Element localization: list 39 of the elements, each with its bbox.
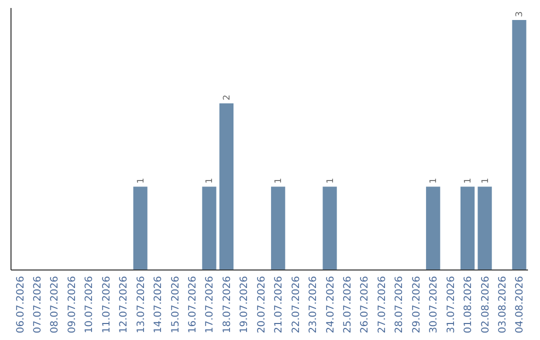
x-tick-label: 18.07.2026: [222, 276, 233, 334]
x-tick-label: 03.08.2026: [497, 276, 508, 334]
x-tick-label: 20.07.2026: [256, 276, 268, 334]
x-tick-label: 06.07.2026: [15, 276, 26, 334]
x-tick-label: 11.07.2026: [101, 276, 112, 334]
x-tick-label: 28.07.2026: [394, 276, 406, 334]
x-tick-label: 27.07.2026: [376, 276, 388, 334]
x-tick-label: 09.07.2026: [66, 276, 78, 334]
x-tick-label: 25.07.2026: [342, 276, 354, 334]
x-tick-label: 12.07.2026: [118, 276, 130, 334]
data-label: 1: [464, 178, 474, 184]
x-tick-label: 22.07.2026: [290, 276, 302, 334]
data-label: 1: [205, 178, 216, 184]
x-tick-label: 21.07.2026: [274, 276, 285, 334]
data-label: 2: [222, 94, 232, 100]
x-tick-label: 29.07.2026: [411, 276, 422, 334]
data-label: 1: [480, 178, 491, 184]
data-label: 1: [136, 178, 146, 184]
x-tick-label: 08.07.2026: [50, 276, 61, 334]
data-label: 1: [274, 178, 284, 184]
x-tick-label: 14.07.2026: [153, 276, 164, 334]
x-tick-label: 15.07.2026: [170, 276, 182, 334]
x-tick-label: 02.08.2026: [480, 276, 492, 334]
x-tick-label: 26.07.2026: [360, 276, 371, 334]
x-tick-label: 19.07.2026: [239, 276, 250, 334]
x-tick-label: 31.07.2026: [446, 276, 457, 334]
x-tick-label: 04.08.2026: [514, 276, 526, 334]
x-tick-label: 17.07.2026: [204, 276, 216, 334]
x-tick-label: 30.07.2026: [428, 276, 440, 334]
x-tick-label: 10.07.2026: [84, 276, 96, 334]
data-label: 3: [515, 11, 526, 17]
x-tick-label: 01.08.2026: [463, 276, 474, 334]
x-tick-label: 07.07.2026: [32, 276, 44, 334]
data-label: 1: [326, 178, 336, 184]
x-tick-label: 24.07.2026: [325, 276, 336, 334]
x-tick-label: 16.07.2026: [188, 276, 198, 334]
x-tick-label: 23.07.2026: [308, 276, 320, 334]
x-tick-label: 13.07.2026: [136, 276, 147, 334]
data-label: 1: [429, 178, 440, 184]
